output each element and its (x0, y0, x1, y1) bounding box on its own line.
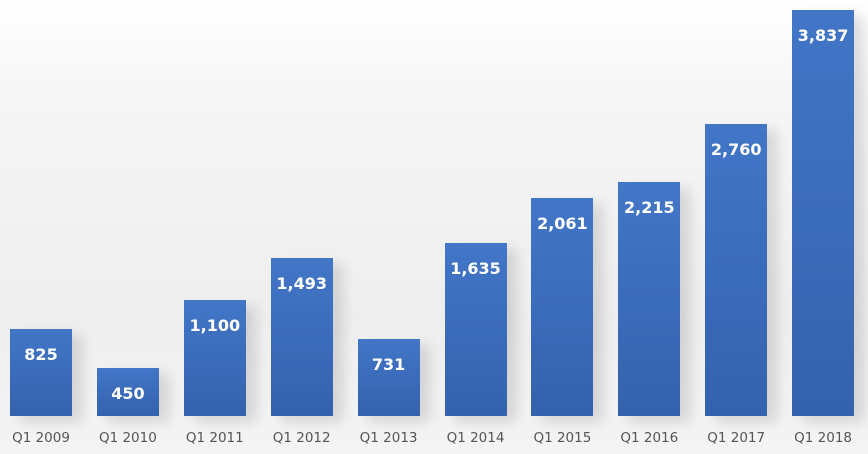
bar: 2,061 (531, 197, 594, 416)
x-tick-label: Q1 2018 (794, 430, 853, 446)
x-tick-label: Q1 2015 (533, 430, 592, 446)
x-tick-label: Q1 2017 (707, 430, 766, 446)
bar: 825 (10, 328, 72, 416)
x-tick-label: Q1 2010 (98, 430, 157, 446)
data-label: 1,100 (189, 315, 241, 335)
bar: 1,635 (444, 242, 507, 416)
bar: 1,493 (270, 258, 333, 416)
x-tick-label: Q1 2014 (446, 430, 505, 446)
data-label: 1,493 (276, 274, 327, 294)
data-label: 2,760 (710, 139, 762, 159)
bar: 1,100 (183, 299, 246, 416)
data-label: 2,061 (537, 213, 588, 233)
bar: 450 (96, 368, 159, 416)
data-label: 450 (111, 384, 145, 404)
x-tick-label: Q1 2009 (12, 430, 70, 446)
data-label: 731 (371, 354, 406, 374)
bar: 2,215 (618, 181, 681, 416)
x-tick-label: Q1 2016 (620, 430, 679, 446)
data-label: 3,837 (797, 26, 849, 45)
data-label: 2,215 (623, 197, 675, 217)
bar: 2,760 (705, 123, 768, 416)
x-tick-label: Q1 2011 (185, 430, 244, 446)
x-tick-label: Q1 2012 (272, 430, 331, 446)
data-label: 1,635 (450, 258, 501, 278)
bar: 3,837 (792, 10, 855, 416)
bar: 731 (357, 338, 420, 416)
x-tick-label: Q1 2013 (359, 430, 418, 446)
data-label: 825 (24, 344, 58, 364)
